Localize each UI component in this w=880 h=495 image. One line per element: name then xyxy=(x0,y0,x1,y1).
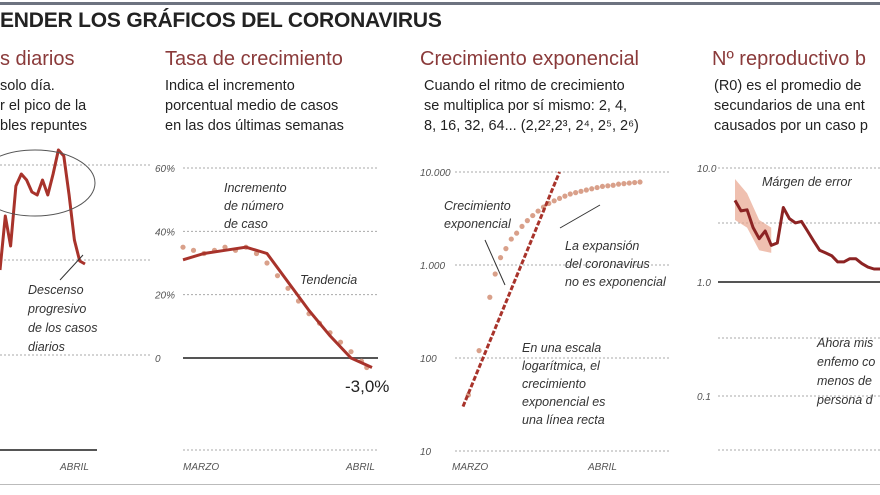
annotation-pointer xyxy=(559,204,601,229)
data-point xyxy=(605,183,611,189)
data-point xyxy=(190,247,197,253)
data-point xyxy=(599,183,606,190)
annotation-text: progresivo xyxy=(27,302,86,316)
annotation-text: Crecimiento xyxy=(444,199,511,213)
peak-highlight-ellipse xyxy=(0,149,96,217)
data-point xyxy=(573,190,579,196)
data-point xyxy=(508,236,514,242)
data-point xyxy=(476,348,482,354)
top-rule xyxy=(0,2,880,5)
data-point xyxy=(503,246,509,252)
data-point xyxy=(530,212,536,219)
page-title: ENDER LOS GRÁFICOS DEL CORONAVIRUS xyxy=(0,9,442,32)
annotation-text: una línea recta xyxy=(522,413,605,427)
data-point xyxy=(497,255,504,261)
x-tick-label: ABRIL xyxy=(587,462,617,473)
data-point xyxy=(562,193,568,199)
data-point xyxy=(551,198,557,204)
y-tick-label: 1.000 xyxy=(420,261,445,272)
data-point xyxy=(492,271,498,277)
y-tick-label: 1.0 xyxy=(697,278,711,289)
annotation-text: Ahora mis xyxy=(816,336,873,350)
trend-line xyxy=(182,245,373,369)
data-point xyxy=(594,184,600,191)
panel-title-r0: Nº reproductivo b xyxy=(712,48,867,70)
data-point xyxy=(632,179,638,186)
data-point xyxy=(556,195,563,202)
data-point xyxy=(274,273,281,279)
y-tick-label: 20% xyxy=(154,291,175,302)
annotation-text: de número xyxy=(224,199,284,213)
exponential-dashed-line xyxy=(461,171,561,408)
data-point xyxy=(222,244,228,250)
data-point xyxy=(535,208,541,214)
panel-desc-daily-cases: solo día. r el pico de la bles repuntes xyxy=(0,78,88,134)
data-point xyxy=(637,179,643,185)
x-tick-label: ABRIL xyxy=(59,462,89,473)
final-value-label: -3,0% xyxy=(345,377,389,396)
data-point xyxy=(519,223,525,230)
panel-title-growth-rate: Tasa de crecimiento xyxy=(165,48,343,70)
y-tick-label: 0.1 xyxy=(697,392,711,403)
annotation-text: de los casos xyxy=(28,321,97,335)
annotation-text: Márgen de error xyxy=(762,175,852,189)
x-tick-label: ABRIL xyxy=(345,462,375,473)
data-point xyxy=(578,188,584,194)
data-point xyxy=(180,244,186,250)
panel-desc-r0: (R0) es el promedio de secundarios de un… xyxy=(714,78,868,134)
data-point xyxy=(285,285,291,291)
annotation-pointer xyxy=(484,239,506,286)
data-point xyxy=(348,349,354,355)
data-point xyxy=(514,230,520,236)
error-band xyxy=(735,179,772,253)
annotation-text: Tendencia xyxy=(300,273,357,287)
y-tick-label: 100 xyxy=(420,354,437,365)
annotation-pointer xyxy=(59,254,84,281)
annotation-text: diarios xyxy=(28,340,65,354)
x-tick-label: MARZO xyxy=(183,462,219,473)
r0-line xyxy=(733,199,880,271)
y-tick-label: 0 xyxy=(155,354,161,365)
data-point xyxy=(621,181,627,187)
annotation-text: de caso xyxy=(224,217,268,231)
y-tick-label: 60% xyxy=(155,164,175,175)
annotation-text: persona d xyxy=(816,393,874,407)
data-point xyxy=(567,191,573,197)
x-tick-label: MARZO xyxy=(452,462,488,473)
annotation-text: La expansión xyxy=(565,239,639,253)
annotation-text: enfemo co xyxy=(817,355,875,369)
y-tick-label: 10 xyxy=(420,447,432,458)
bottom-rule xyxy=(0,484,880,485)
annotation-text: crecimiento xyxy=(522,377,586,391)
data-point xyxy=(487,294,493,300)
annotation-text: del coronavirus xyxy=(565,257,650,271)
annotation-text: no es exponencial xyxy=(565,275,667,289)
data-point xyxy=(589,186,595,192)
annotation-text: Descenso xyxy=(28,283,84,297)
data-point xyxy=(583,187,589,193)
y-tick-label: 40% xyxy=(155,227,175,238)
panel-title-daily-cases: s diarios xyxy=(0,48,75,70)
data-point xyxy=(524,218,530,224)
panel-desc-exponential: Cuando el ritmo de crecimiento se multip… xyxy=(424,78,639,134)
data-point xyxy=(264,260,270,266)
annotation-text: menos de xyxy=(817,374,872,388)
data-point xyxy=(626,180,632,186)
y-tick-label: 10.000 xyxy=(420,168,451,179)
annotation-text: Incremento xyxy=(224,181,287,195)
annotation-text: En una escala xyxy=(522,341,601,355)
annotation-text: exponencial es xyxy=(522,395,605,409)
series-line-daily-cases xyxy=(0,148,86,271)
annotation-text: logarítmica, el xyxy=(522,359,601,373)
data-point xyxy=(615,181,622,187)
panel-desc-growth-rate: Indica el incremento porcentual medio de… xyxy=(165,78,344,134)
annotation-text: exponencial xyxy=(444,217,512,231)
y-tick-label: 10.0 xyxy=(697,164,717,175)
panel-title-exponential: Crecimiento exponencial xyxy=(420,48,640,70)
data-point xyxy=(610,182,616,188)
